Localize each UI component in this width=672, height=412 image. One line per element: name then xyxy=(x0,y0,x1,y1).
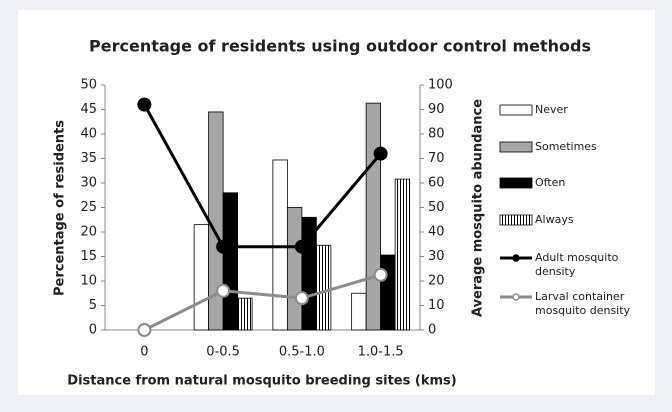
x-tick-label: 0 xyxy=(140,345,148,360)
legend-label: Sometimes xyxy=(535,140,597,153)
bar xyxy=(193,224,210,331)
legend-label: Adult mosquito density xyxy=(535,251,619,278)
y-tick-label: 5 xyxy=(89,298,97,313)
y2-tick-label: 20 xyxy=(428,274,445,289)
bar xyxy=(365,102,382,331)
line xyxy=(143,273,382,332)
y2-tick-label: 70 xyxy=(428,151,445,166)
y2-tick-label: 60 xyxy=(428,176,445,191)
y2-tick-label: 40 xyxy=(428,225,445,240)
marker xyxy=(294,239,309,254)
bar xyxy=(394,178,411,331)
y-tick-label: 25 xyxy=(80,200,97,215)
y2-tick-label: 100 xyxy=(428,78,453,93)
marker xyxy=(373,146,388,161)
y-tick-label: 10 xyxy=(80,274,97,289)
y2-tick-label: 80 xyxy=(428,127,445,142)
bar xyxy=(315,244,332,331)
line xyxy=(143,103,382,249)
y2-tick-label: 10 xyxy=(428,298,445,313)
y2-tick-label: 0 xyxy=(428,323,436,338)
legend-swatch xyxy=(499,177,533,189)
panel xyxy=(18,10,655,395)
chart-title: Percentage of residents using outdoor co… xyxy=(89,37,591,56)
legend-swatch xyxy=(499,104,533,116)
y-tick-label: 45 xyxy=(80,102,97,117)
y2-tick-label: 30 xyxy=(428,249,445,264)
bar xyxy=(351,292,367,331)
legend-marker xyxy=(512,293,520,301)
y-tick-label: 20 xyxy=(80,225,97,240)
marker xyxy=(137,97,152,112)
y2-tick-label: 90 xyxy=(428,102,445,117)
x-tick-label: 1.0-1.5 xyxy=(358,345,404,360)
x-tick-label: 0-0.5 xyxy=(206,345,240,360)
legend-swatch xyxy=(499,214,533,226)
y2-axis-title: Average mosquito abundance xyxy=(471,99,486,317)
marker xyxy=(137,323,152,337)
marker xyxy=(294,291,309,306)
y-axis-title: Percentage of residents xyxy=(53,120,68,296)
x-tick-label: 0.5-1.0 xyxy=(279,345,325,360)
marker xyxy=(373,267,388,282)
y-tick-label: 35 xyxy=(80,151,97,166)
y-tick-label: 50 xyxy=(80,78,97,93)
y-tick-label: 30 xyxy=(80,176,97,191)
legend-label: Larval container mosquito density xyxy=(535,290,631,317)
bar xyxy=(237,297,253,331)
y-tick-label: 0 xyxy=(89,323,97,338)
y-tick-label: 15 xyxy=(80,249,97,264)
legend-label: Always xyxy=(535,213,574,226)
bar xyxy=(222,192,239,331)
bar xyxy=(272,159,288,331)
bar xyxy=(380,254,396,331)
bar xyxy=(286,207,303,331)
legend-label: Never xyxy=(535,103,568,116)
y-tick-label: 40 xyxy=(80,127,97,142)
marker xyxy=(216,283,231,298)
legend-label: Often xyxy=(535,176,566,189)
x-axis-title: Distance from natural mosquito breeding … xyxy=(67,374,456,389)
legend-swatch xyxy=(499,141,533,153)
legend-marker xyxy=(512,254,520,262)
marker xyxy=(216,239,231,254)
y2-tick-label: 50 xyxy=(428,200,445,215)
